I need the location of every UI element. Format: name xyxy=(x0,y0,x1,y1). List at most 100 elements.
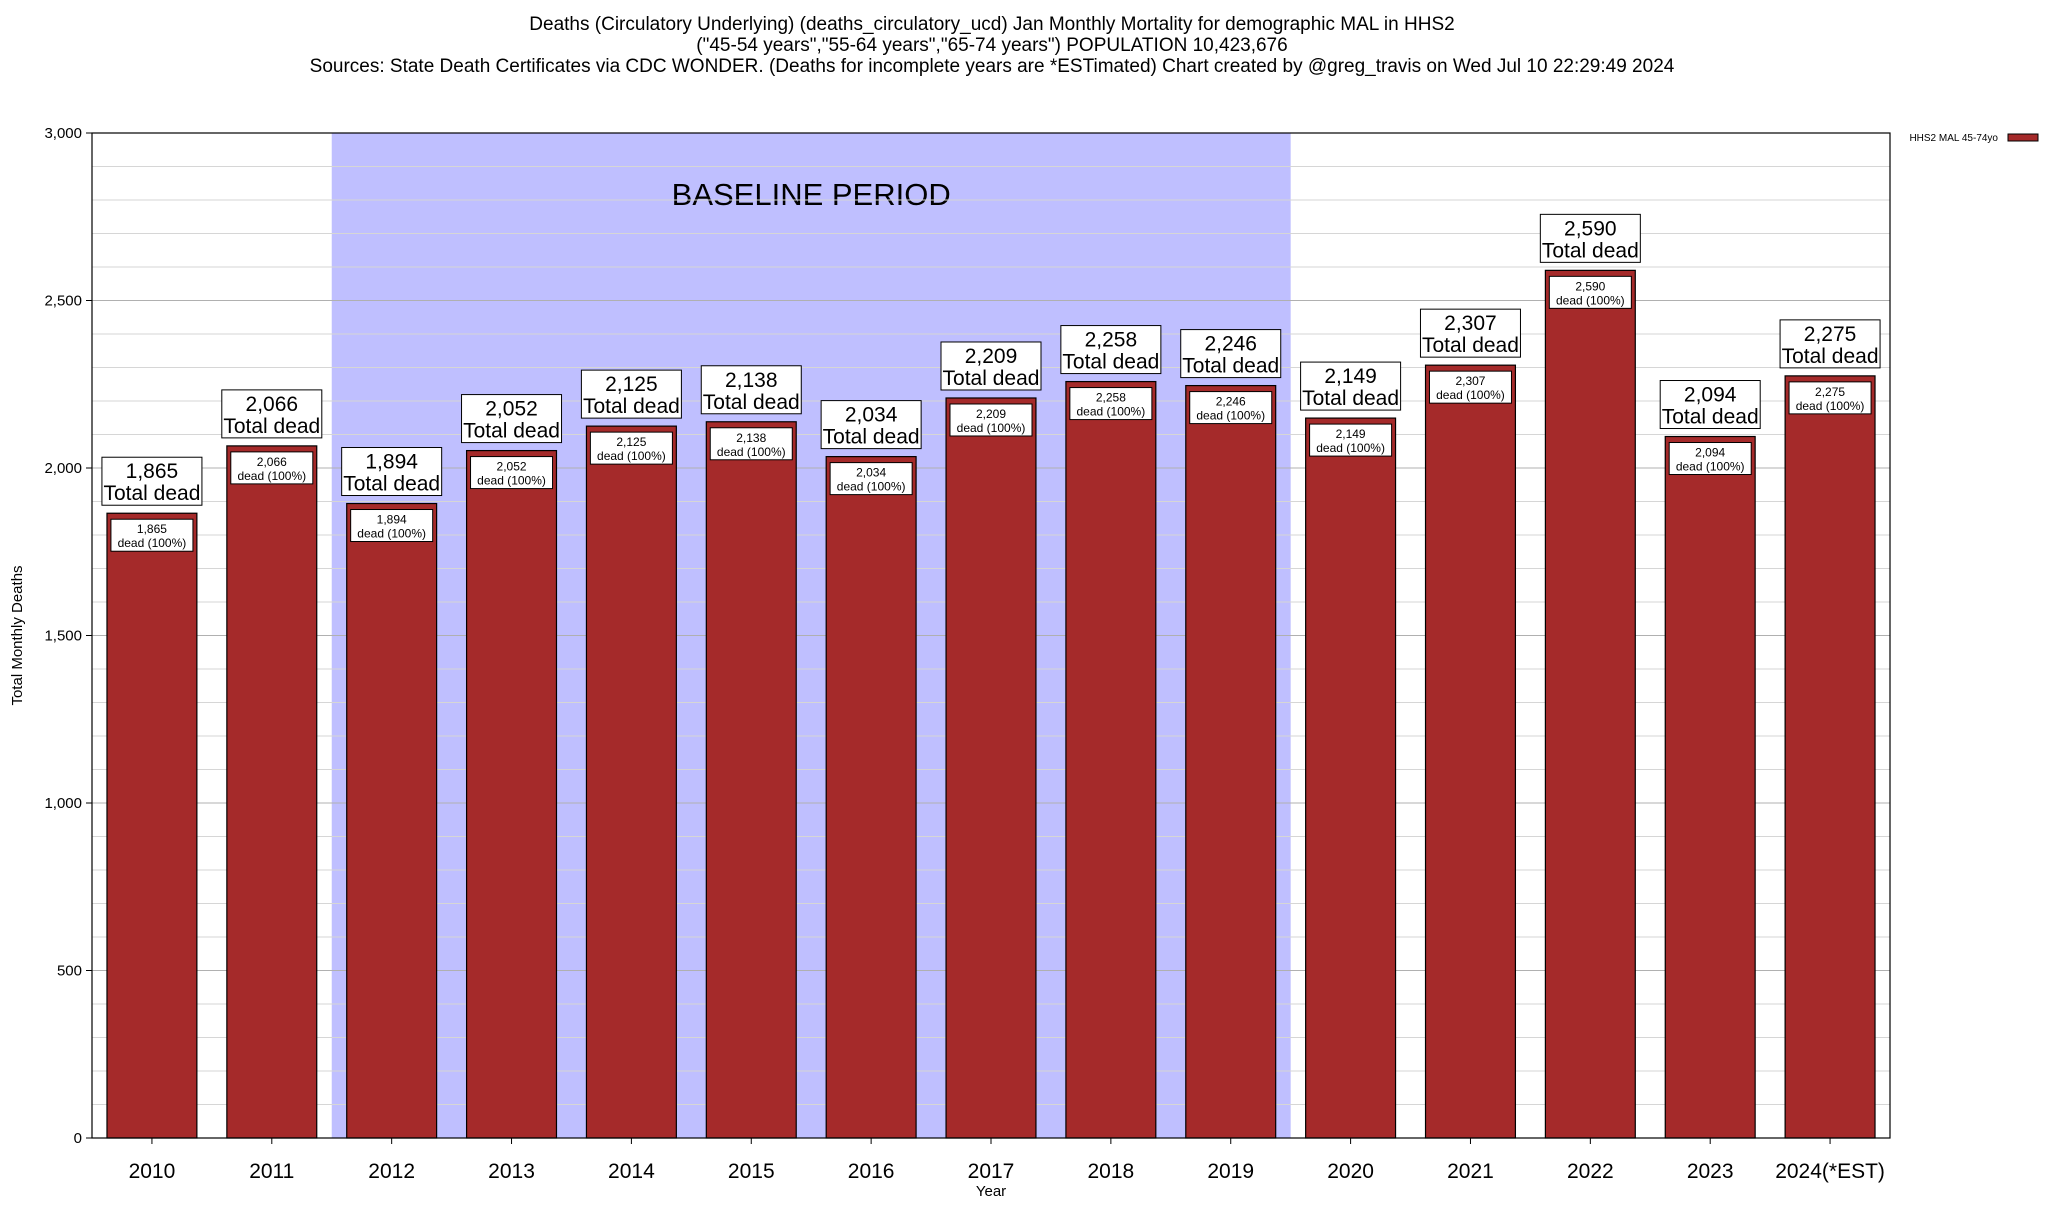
outer-value-label: 2,034 xyxy=(845,404,898,427)
x-tick-label: 2021 xyxy=(1447,1160,1494,1183)
x-tick-label: 2015 xyxy=(728,1160,775,1183)
outer-label-box xyxy=(341,447,443,497)
bar-2013 xyxy=(465,449,558,1139)
y-tick-label: 1,500 xyxy=(44,628,82,645)
outer-total-dead-label: Total dead xyxy=(1542,239,1639,262)
inner-label-box xyxy=(470,456,554,490)
inner-dead-label: dead (100%) xyxy=(837,480,906,494)
outer-label-box xyxy=(221,389,323,439)
outer-total-dead-label: Total dead xyxy=(1782,345,1879,368)
x-tick-label: 2011 xyxy=(249,1160,294,1183)
inner-label-box xyxy=(230,451,314,485)
x-tick-label: 2024(*EST) xyxy=(1775,1160,1885,1183)
inner-dead-label: dead (100%) xyxy=(1796,399,1865,413)
outer-label-box xyxy=(1779,319,1881,369)
outer-total-dead-label: Total dead xyxy=(1302,387,1399,410)
y-tick-label: 3,000 xyxy=(44,125,82,142)
chart-title-line-3: Sources: State Death Certificates via CD… xyxy=(310,56,1675,77)
chart-title-line-1: Deaths (Circulatory Underlying) (deaths_… xyxy=(529,14,1454,35)
inner-label-box xyxy=(1069,387,1153,421)
outer-value-label: 2,052 xyxy=(485,398,538,421)
outer-total-dead-label: Total dead xyxy=(583,395,680,418)
inner-dead-label: dead (100%) xyxy=(1676,460,1745,474)
bar-2016 xyxy=(825,456,917,1139)
y-axis-label: Total Monthly Deaths xyxy=(9,565,26,705)
outer-value-label: 2,209 xyxy=(965,345,1018,368)
outer-total-dead-label: Total dead xyxy=(103,482,200,505)
outer-total-dead-label: Total dead xyxy=(343,473,440,496)
outer-total-dead-label: Total dead xyxy=(463,420,560,443)
inner-value-label: 2,034 xyxy=(856,466,886,480)
y-tick-label: 500 xyxy=(57,963,82,980)
inner-value-label: 1,865 xyxy=(137,522,167,536)
inner-value-label: 2,590 xyxy=(1575,279,1605,293)
inner-dead-label: dead (100%) xyxy=(1077,405,1146,419)
outer-value-label: 2,258 xyxy=(1085,329,1138,352)
inner-label-box xyxy=(1548,275,1632,309)
outer-label-box xyxy=(461,394,563,444)
inner-dead-label: dead (100%) xyxy=(1436,388,1505,402)
bar-2014 xyxy=(585,425,677,1139)
x-tick-label: 2013 xyxy=(488,1160,535,1183)
inner-label-box xyxy=(350,509,434,543)
x-tick-label: 2022 xyxy=(1567,1160,1614,1183)
bar-2021 xyxy=(1424,364,1517,1139)
inner-label-box xyxy=(1309,423,1393,457)
inner-label-box xyxy=(589,431,673,465)
inner-value-label: 2,149 xyxy=(1336,427,1366,441)
inner-label-box xyxy=(1428,370,1512,404)
bar-2010 xyxy=(106,512,198,1139)
bar-2023 xyxy=(1664,435,1756,1139)
x-tick-label: 2023 xyxy=(1687,1160,1734,1183)
inner-value-label: 2,307 xyxy=(1455,374,1485,388)
bar-2017 xyxy=(945,397,1037,1139)
outer-value-label: 2,590 xyxy=(1564,217,1617,240)
x-tick-label: 2010 xyxy=(129,1160,176,1183)
chart-title-line-2: ("45-54 years","55-64 years","65-74 year… xyxy=(696,35,1287,56)
inner-value-label: 2,138 xyxy=(736,431,766,445)
y-tick-label: 1,000 xyxy=(44,795,82,812)
outer-label-box xyxy=(1300,361,1402,411)
bar-2015 xyxy=(705,421,797,1139)
outer-total-dead-label: Total dead xyxy=(703,391,800,414)
inner-label-box xyxy=(110,518,194,552)
x-axis-label: Year xyxy=(976,1183,1006,1200)
outer-value-label: 2,149 xyxy=(1324,365,1377,388)
inner-label-box xyxy=(829,462,913,496)
inner-label-box xyxy=(1668,442,1752,476)
x-tick-label: 2019 xyxy=(1207,1160,1254,1183)
outer-total-dead-label: Total dead xyxy=(1062,351,1159,374)
outer-total-dead-label: Total dead xyxy=(943,367,1040,390)
inner-dead-label: dead (100%) xyxy=(597,449,666,463)
outer-total-dead-label: Total dead xyxy=(823,426,920,449)
inner-value-label: 2,094 xyxy=(1695,446,1725,460)
inner-value-label: 1,894 xyxy=(377,513,407,527)
inner-dead-label: dead (100%) xyxy=(237,469,306,483)
x-tick-label: 2016 xyxy=(848,1160,895,1183)
outer-label-box xyxy=(1060,325,1162,375)
outer-label-box xyxy=(1419,308,1521,358)
bar-2024(*EST) xyxy=(1784,375,1876,1139)
inner-value-label: 2,275 xyxy=(1815,385,1845,399)
baseline-period-label: BASELINE PERIOD xyxy=(672,177,951,212)
outer-total-dead-label: Total dead xyxy=(1662,406,1759,429)
inner-value-label: 2,246 xyxy=(1216,395,1246,409)
outer-value-label: 2,246 xyxy=(1204,333,1257,356)
outer-value-label: 2,066 xyxy=(246,393,299,416)
outer-label-box xyxy=(1180,329,1282,379)
outer-value-label: 2,125 xyxy=(605,373,658,396)
plot-frame xyxy=(91,132,1891,1139)
inner-label-box xyxy=(1788,381,1872,415)
inner-label-box xyxy=(949,403,1033,437)
inner-dead-label: dead (100%) xyxy=(1316,441,1385,455)
x-tick-label: 2014 xyxy=(608,1160,655,1183)
inner-value-label: 2,052 xyxy=(497,460,527,474)
bar-2019 xyxy=(1185,384,1277,1139)
outer-value-label: 2,138 xyxy=(725,369,778,392)
inner-label-box xyxy=(709,427,793,461)
bar-2012 xyxy=(346,502,438,1139)
legend-swatch xyxy=(2007,133,2039,142)
x-tick-label: 2020 xyxy=(1327,1160,1374,1183)
